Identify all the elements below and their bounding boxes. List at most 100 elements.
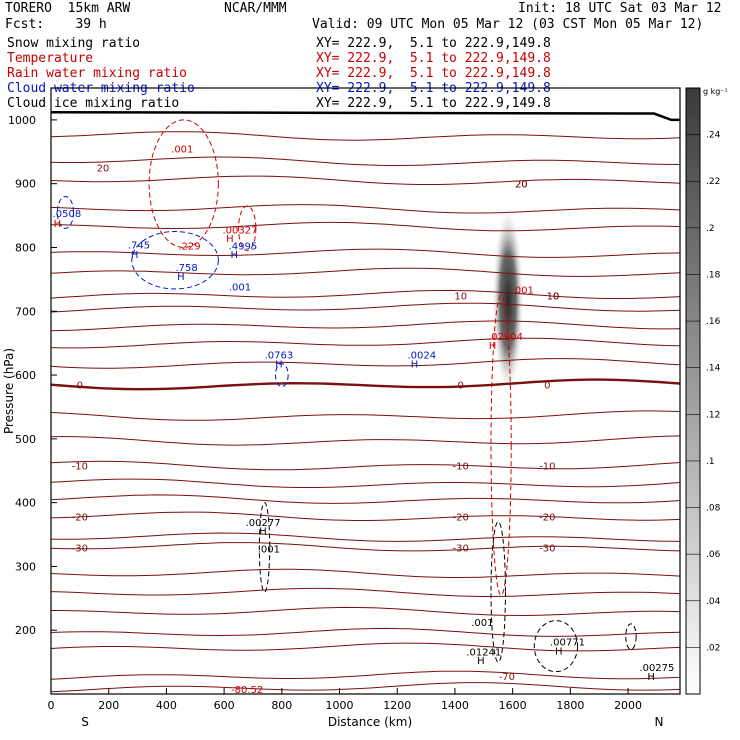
contour-annotation: .01241 <box>466 647 501 658</box>
colorbar-tick-label: .22 <box>706 177 720 187</box>
colorbar-ramp <box>685 87 701 695</box>
isotherm <box>50 378 681 391</box>
isotherm-label: -10 <box>539 462 555 473</box>
isotherm <box>50 410 681 421</box>
model-title: TORERO 15km ARW <box>5 1 131 16</box>
colorbar-tick-label: .24 <box>706 131 721 141</box>
contour-annotation: .0763 <box>265 351 294 362</box>
colorbar-tick-label: .14 <box>706 364 721 374</box>
x-tick-label: 1600 <box>499 699 527 712</box>
contour-annotation: .00327 <box>222 226 257 237</box>
isotherm-label: -20 <box>72 513 88 524</box>
right-end-label: N <box>655 715 664 729</box>
y-axis-label: Pressure (hPa) <box>2 348 16 434</box>
snow-mixing-ratio-shading <box>492 215 524 405</box>
plot-annotations: -70 -30 -20 -10 0 10 20 -30 -20 -10 0 10 20 -30 -20 -10… <box>53 145 675 696</box>
contour-annotation: .02904 <box>488 332 523 343</box>
contour-annotation: H <box>230 250 238 261</box>
isotherm <box>51 435 681 446</box>
contour-annotation: .001 <box>229 282 251 293</box>
isotherm <box>50 175 681 185</box>
isotherm <box>50 642 681 652</box>
isotherm <box>50 302 681 313</box>
x-tick-label: 2000 <box>614 699 642 712</box>
isotherm <box>50 478 681 488</box>
contour-annotation: .001 <box>512 286 534 297</box>
isotherm-label: 0 <box>77 381 83 392</box>
isotherm <box>51 606 681 617</box>
mixing-ratio-contour <box>274 363 289 388</box>
colorbar-tick-label: .18 <box>706 270 721 280</box>
field-xy-rain: XY= 222.9, 5.1 to 222.9,149.8 <box>316 66 551 81</box>
isotherm-label: -30 <box>453 543 469 554</box>
isotherm-label: -70 <box>499 672 515 683</box>
isotherm-label: 0 <box>544 381 550 392</box>
isotherm <box>50 156 681 166</box>
isotherm <box>50 267 681 277</box>
isotherm <box>50 542 681 552</box>
y-tick-label: 700 <box>15 305 36 318</box>
contour-annotation: .00277 <box>246 518 281 529</box>
contour-annotation: H <box>259 527 267 538</box>
temperature-isotherms <box>50 110 681 693</box>
contour-annotation: .0508 <box>53 209 82 220</box>
isotherm-label: 10 <box>454 291 467 302</box>
isotherm <box>50 248 681 258</box>
colorbar-tick-label: .2 <box>706 224 715 234</box>
x-tick-label: 1200 <box>383 699 411 712</box>
contour-annotation: H <box>477 656 485 667</box>
contour-annotation: .00771 <box>550 638 585 649</box>
contour-annotation: .001 <box>258 545 280 556</box>
isotherm-label: 0 <box>458 381 464 392</box>
x-tick-label: 200 <box>98 699 119 712</box>
isotherm <box>50 682 681 693</box>
y-tick-label: 400 <box>15 497 36 510</box>
contour-annotation: .758 <box>175 263 197 274</box>
isotherm <box>50 358 681 369</box>
x-tick-label: 400 <box>156 699 177 712</box>
x-tick-label: 1000 <box>326 699 354 712</box>
isotherm <box>50 532 681 542</box>
isotherm <box>50 568 681 578</box>
field-name-rain: Rain water mixing ratio <box>7 66 188 81</box>
field-xy-cloud-ice: XY= 222.9, 5.1 to 222.9,149.8 <box>316 96 551 111</box>
colorbar-tick-label: .1 <box>706 457 715 467</box>
y-tick-label: 1000 <box>8 114 36 127</box>
isotherm-label: -10 <box>72 462 88 473</box>
colorbar-tick-label: .16 <box>706 317 721 327</box>
left-end-label: S <box>81 715 89 729</box>
isotherm <box>50 670 681 680</box>
y-tick-label: 500 <box>15 433 36 446</box>
forecast-hour: Fcst: 39 h <box>5 17 107 32</box>
isotherm <box>50 494 681 504</box>
isotherm-label: -30 <box>539 543 555 554</box>
contour-annotation: H <box>131 250 139 261</box>
contour-annotation: .229 <box>178 242 200 253</box>
mixing-ratio-contours <box>56 119 637 673</box>
contour-annotation: .001 <box>471 618 493 629</box>
isotherm <box>50 627 681 637</box>
contour-annotation: H <box>54 219 62 230</box>
isotherm <box>50 511 681 521</box>
y-axis: 200 300 400 500 600 700 800 900 1000 <box>8 114 57 637</box>
isotherm-label: -20 <box>539 513 555 524</box>
isotherm <box>50 204 681 214</box>
contour-annotation: H <box>226 234 234 245</box>
mixing-ratio-contour <box>238 205 257 252</box>
isotherm <box>50 337 681 349</box>
colorbar-tick-label: .12 <box>706 410 720 420</box>
mixing-ratio-contour <box>56 195 75 229</box>
isotherm-label: 20 <box>515 180 528 191</box>
contour-annotation: H <box>555 647 563 658</box>
colorbar: .02 .04 .06 .08 .1 .12 .14 .16 .18 .2 .22 .24 <box>685 87 721 695</box>
colorbar-tick-label: .02 <box>706 643 720 653</box>
contour-annotation: .4995 <box>229 242 258 253</box>
contour-annotation: .00275 <box>639 663 674 674</box>
y-tick-label: 900 <box>15 178 36 191</box>
field-name-cloud-ice: Cloud ice mixing ratio <box>7 96 180 111</box>
field-xy-snow: XY= 222.9, 5.1 to 222.9,149.8 <box>316 36 551 51</box>
contour-annotation: H <box>489 341 497 352</box>
isotherm-label: 10 <box>547 291 560 302</box>
isotherm <box>50 587 681 597</box>
